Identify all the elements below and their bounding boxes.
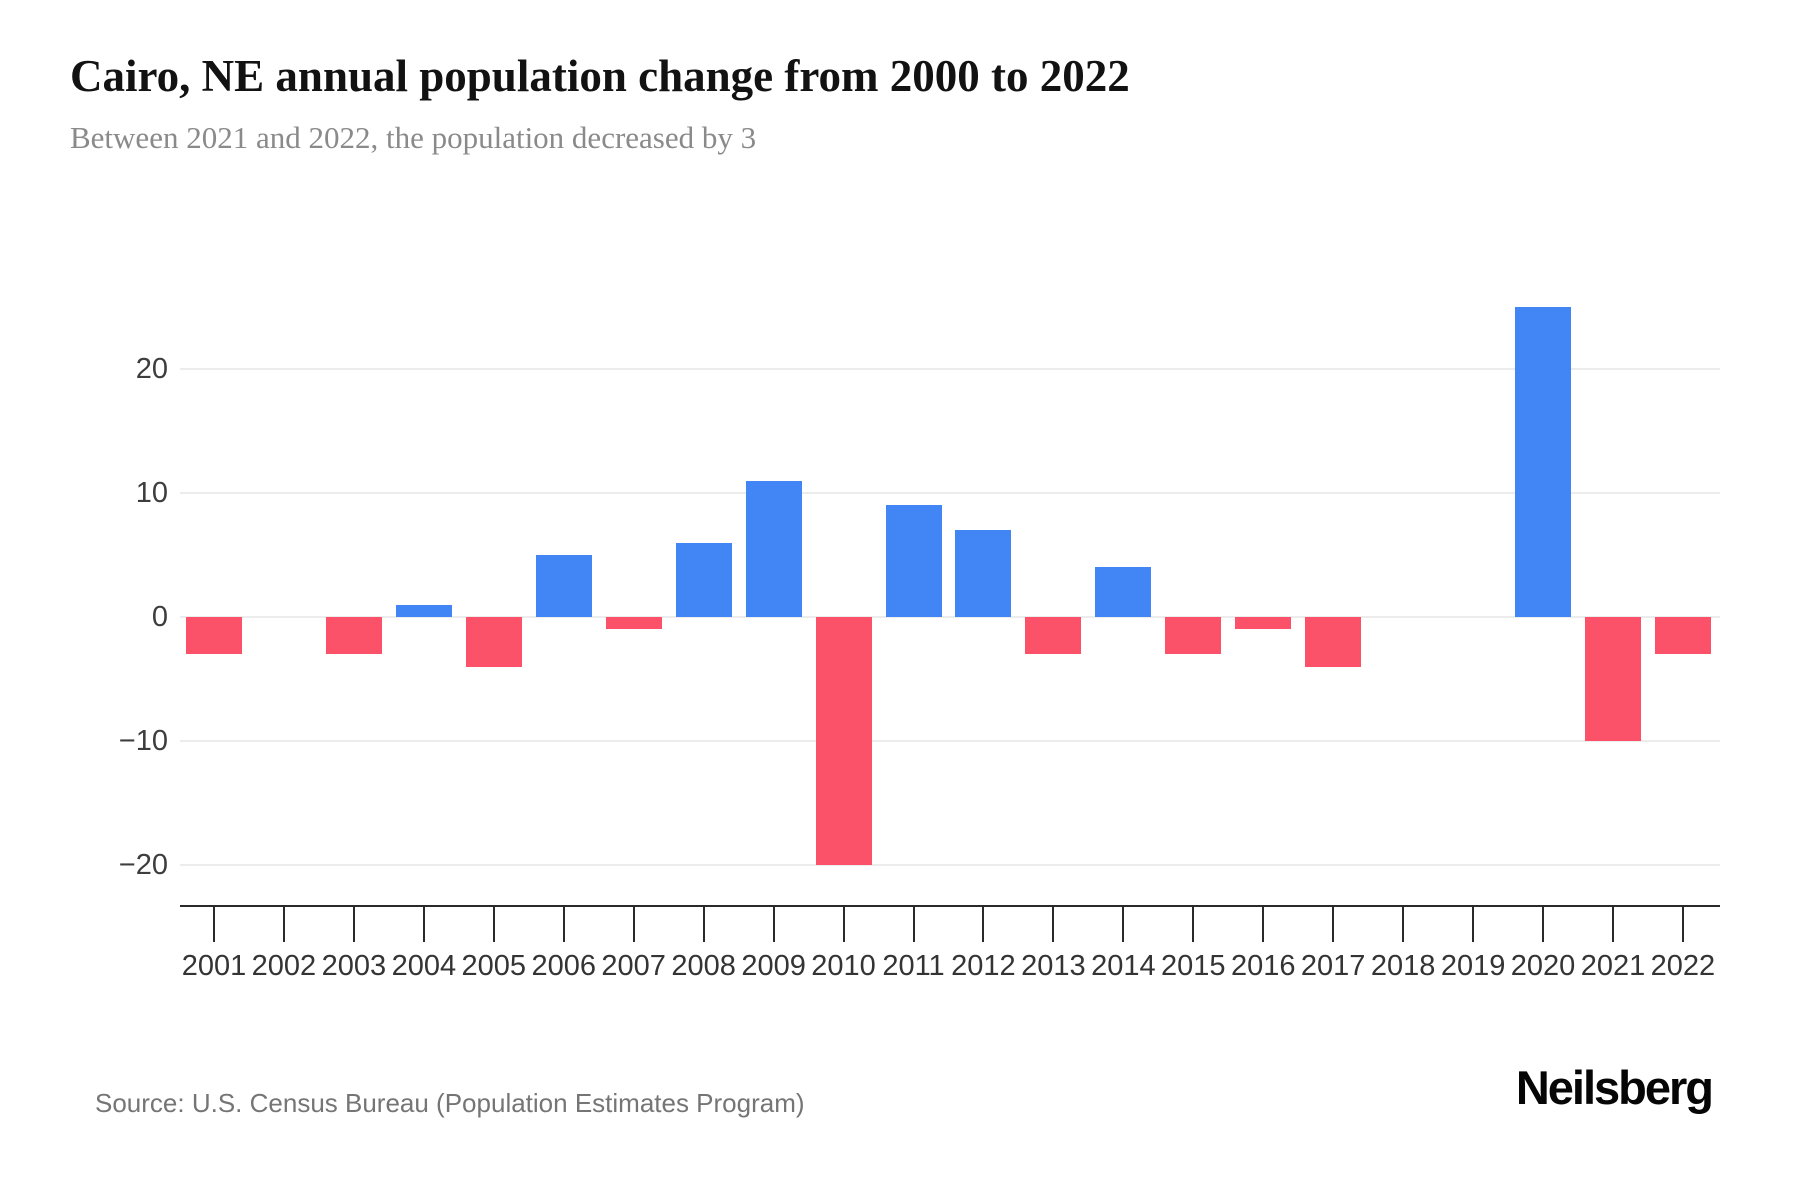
- x-axis-tick-2007: [632, 905, 635, 942]
- x-axis-label-2014: 2014: [1091, 950, 1156, 982]
- bar-2021: [1585, 617, 1641, 741]
- bar-2016: [1235, 617, 1292, 630]
- source-text: Source: U.S. Census Bureau (Population E…: [95, 1088, 805, 1118]
- gridline-20: [180, 368, 1720, 370]
- x-axis-label-2006: 2006: [531, 950, 596, 982]
- x-axis-label-2015: 2015: [1161, 950, 1226, 982]
- y-axis-label-10: 10: [135, 477, 168, 509]
- x-axis-tick-2001: [213, 905, 215, 942]
- x-axis-label-2003: 2003: [321, 950, 387, 982]
- bar-2022: [1654, 617, 1711, 655]
- y-axis-label--10: −10: [118, 725, 168, 757]
- gridline-10: [180, 492, 1720, 494]
- x-axis-label-2002: 2002: [251, 950, 317, 982]
- x-axis-label-2004: 2004: [391, 950, 457, 982]
- bar-2004: [395, 604, 452, 617]
- x-axis-tick-2012: [982, 905, 985, 942]
- x-axis-tick-2009: [772, 905, 775, 942]
- x-axis-tick-2014: [1122, 905, 1125, 942]
- x-axis-label-2013: 2013: [1021, 950, 1086, 982]
- x-axis-tick-2002: [282, 905, 285, 942]
- bar-2011: [885, 505, 942, 617]
- gridline--20: [180, 864, 1720, 866]
- x-axis-label-2001: 2001: [181, 950, 247, 982]
- x-axis-tick-2013: [1052, 905, 1055, 942]
- x-axis-tick-2016: [1262, 905, 1265, 942]
- x-axis-tick-2021: [1612, 905, 1614, 942]
- bar-2017: [1305, 617, 1362, 667]
- bar-2003: [325, 617, 382, 655]
- x-axis-label-2009: 2009: [741, 950, 806, 982]
- x-axis-tick-2011: [912, 905, 915, 942]
- x-axis-tick-2004: [422, 905, 425, 942]
- page-subtitle: Between 2021 and 2022, the population de…: [70, 120, 757, 155]
- x-axis-label-2011: 2011: [882, 950, 945, 982]
- y-axis-label-0: 0: [151, 601, 168, 633]
- bar-2006: [535, 555, 592, 617]
- bar-2009: [745, 480, 802, 617]
- x-axis-tick-2003: [352, 905, 355, 942]
- x-axis-tick-2010: [842, 905, 845, 942]
- brand-logo: Neilsberg: [1515, 1061, 1714, 1114]
- x-axis-tick-2019: [1472, 905, 1475, 942]
- x-axis-label-2020: 2020: [1510, 950, 1576, 982]
- bar-2014: [1095, 567, 1152, 617]
- bar-2007: [605, 617, 662, 630]
- x-axis-label-2017: 2017: [1300, 950, 1366, 982]
- y-axis-label-20: 20: [135, 353, 168, 385]
- x-axis-tick-2015: [1192, 905, 1195, 942]
- bar-2013: [1025, 617, 1082, 655]
- x-axis-tick-2006: [562, 905, 565, 942]
- x-axis-tick-2005: [492, 905, 495, 942]
- x-axis-label-2005: 2005: [461, 950, 527, 982]
- bar-2001: [186, 617, 242, 655]
- x-axis-tick-2017: [1332, 905, 1335, 942]
- bar-2015: [1165, 617, 1222, 655]
- page-title: Cairo, NE annual population change from …: [70, 51, 1130, 101]
- x-axis-tick-2018: [1402, 905, 1405, 942]
- x-axis-label-2007: 2007: [601, 950, 666, 982]
- bar-2008: [675, 542, 732, 617]
- x-axis-tick-2008: [702, 905, 705, 942]
- x-axis-label-2018: 2018: [1370, 950, 1436, 982]
- x-axis-label-2019: 2019: [1440, 950, 1506, 982]
- bar-2020: [1515, 307, 1572, 617]
- x-axis-label-2016: 2016: [1230, 950, 1296, 982]
- bar-2010: [815, 617, 872, 865]
- x-axis-tick-2020: [1542, 905, 1545, 942]
- bar-2005: [465, 617, 522, 667]
- x-axis-label-2022: 2022: [1650, 950, 1716, 982]
- gridline-0: [180, 616, 1720, 618]
- bar-2012: [955, 530, 1012, 617]
- x-axis-line: [180, 905, 1720, 907]
- x-axis-label-2010: 2010: [811, 950, 876, 982]
- x-axis-label-2008: 2008: [671, 950, 736, 982]
- gridline--10: [180, 740, 1720, 742]
- y-axis-label--20: −20: [118, 849, 168, 881]
- x-axis-label-2012: 2012: [951, 950, 1016, 982]
- x-axis-label-2021: 2021: [1580, 950, 1646, 982]
- x-axis-tick-2022: [1681, 905, 1684, 942]
